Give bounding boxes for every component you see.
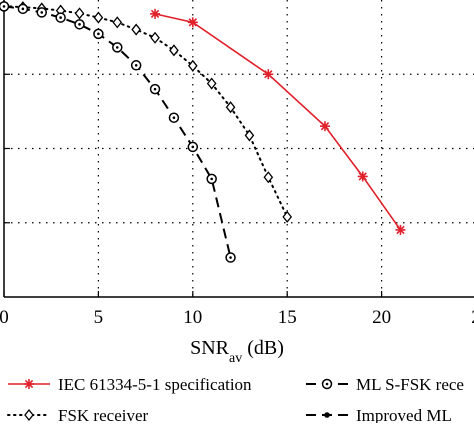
circle-center	[59, 16, 62, 19]
x-axis-title: SNRav (dB)	[190, 337, 284, 366]
circle-marker	[112, 42, 123, 53]
star-marker	[187, 17, 198, 28]
circle-center	[40, 11, 44, 14]
circle-marker	[93, 28, 104, 40]
circle-marker	[206, 173, 217, 185]
star-stroke	[24, 379, 34, 389]
x-axis-title-main: SNR	[190, 337, 230, 359]
diamond-marker	[169, 44, 179, 57]
diamond-marker	[263, 171, 274, 184]
circle-marker	[74, 19, 85, 30]
x-axis-title-unit: (dB)	[242, 337, 284, 359]
circle-marker	[321, 378, 333, 390]
circle-marker	[55, 12, 66, 23]
star-marker	[24, 379, 34, 389]
star-stroke	[264, 70, 273, 79]
grid-lines	[4, 0, 474, 297]
diamond-marker	[225, 101, 236, 114]
star-stroke	[396, 225, 405, 235]
circle-center	[191, 145, 195, 149]
legend-label: ML S-FSK rece	[356, 375, 464, 394]
diamond-marker	[187, 59, 198, 72]
circle-center	[325, 382, 329, 386]
circle-marker	[168, 112, 180, 123]
x-tick-label: 5	[94, 307, 104, 328]
circle-marker	[0, 1, 10, 12]
diamond-marker	[74, 7, 85, 20]
diamond-marker	[244, 129, 255, 142]
axes	[3, 0, 474, 298]
series-2	[0, 1, 236, 263]
star-marker	[150, 8, 161, 19]
diamond-marker	[112, 16, 123, 29]
star-marker	[319, 121, 330, 132]
diamond-marker	[150, 31, 160, 44]
circle-center	[115, 46, 119, 49]
star-marker	[395, 224, 406, 235]
circle-center	[210, 177, 213, 181]
circle-marker	[17, 3, 29, 15]
diamond-marker	[93, 11, 104, 24]
diamond-marker	[24, 408, 34, 422]
legend-label: IEC 61334-5-1 specification	[58, 375, 252, 394]
series-0	[150, 8, 406, 235]
star-stroke	[188, 18, 197, 27]
circle-marker	[130, 60, 142, 71]
star-stroke	[358, 172, 367, 181]
circle-center	[172, 116, 176, 119]
circle-center	[134, 63, 138, 67]
circle-marker	[225, 252, 236, 263]
diamond-marker	[282, 210, 293, 223]
x-tick-label: 2	[471, 307, 474, 328]
legend-entry-1: FSK receiver	[7, 406, 149, 425]
circle-center	[229, 256, 232, 259]
star-stroke	[150, 9, 160, 19]
x-tick-label: 0	[0, 307, 9, 328]
x-tick-labels: 0 5 10 15 20 2	[0, 307, 474, 328]
dot-marker	[324, 412, 330, 418]
circle-center	[78, 23, 81, 26]
x-axis-title-subscript: av	[229, 351, 242, 366]
legend-label: FSK receiver	[58, 406, 149, 423]
legend-entry-0: IEC 61334-5-1 specification	[8, 375, 252, 394]
x-tick-label: 10	[183, 307, 202, 328]
circle-center	[21, 7, 25, 11]
series-line	[154, 13, 402, 231]
legend-entry-2: ML S-FSK rece	[306, 375, 464, 394]
series-group	[0, 0, 406, 263]
diamond-marker	[131, 23, 141, 36]
x-tick-label: 20	[372, 307, 391, 328]
circle-center	[153, 87, 157, 91]
diamond-marker	[206, 77, 217, 90]
legend-label: Improved ML	[356, 406, 452, 423]
x-tick-label: 15	[278, 307, 297, 328]
star-stroke	[320, 121, 330, 131]
circle-center	[97, 32, 100, 36]
circle-marker	[187, 141, 199, 153]
legend: IEC 61334-5-1 specification FSK receiver M…	[7, 375, 464, 425]
circle-marker	[149, 83, 161, 95]
star-marker	[357, 171, 368, 182]
circle-marker	[36, 7, 48, 18]
series-1	[0, 0, 293, 223]
legend-entry-3: Improved ML	[306, 406, 452, 425]
circle-center	[2, 5, 6, 8]
star-marker	[263, 69, 274, 80]
series-line	[3, 5, 289, 218]
